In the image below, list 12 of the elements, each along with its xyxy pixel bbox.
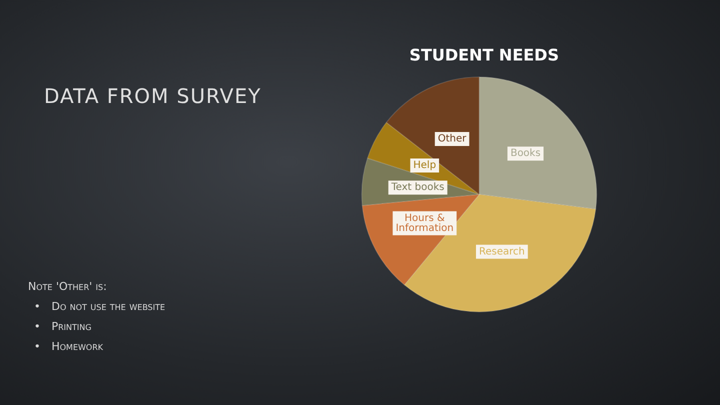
- text: DATA FROM SURVEY: [44, 84, 262, 108]
- slice-label: Help: [413, 160, 436, 172]
- text: • Printing: [34, 320, 92, 333]
- chart-title: STUDENT NEEDS: [409, 46, 559, 64]
- slice-label: Text books: [390, 182, 444, 194]
- text: Note 'Other' is:: [28, 280, 108, 293]
- slice-label: Hours & Information: [396, 212, 454, 234]
- text: • Do not use the website: [34, 300, 166, 313]
- slice-label: Other: [438, 133, 468, 144]
- slice-label: Books: [510, 148, 541, 160]
- slice-label: Research: [478, 246, 525, 258]
- text: • Homework: [34, 340, 104, 353]
